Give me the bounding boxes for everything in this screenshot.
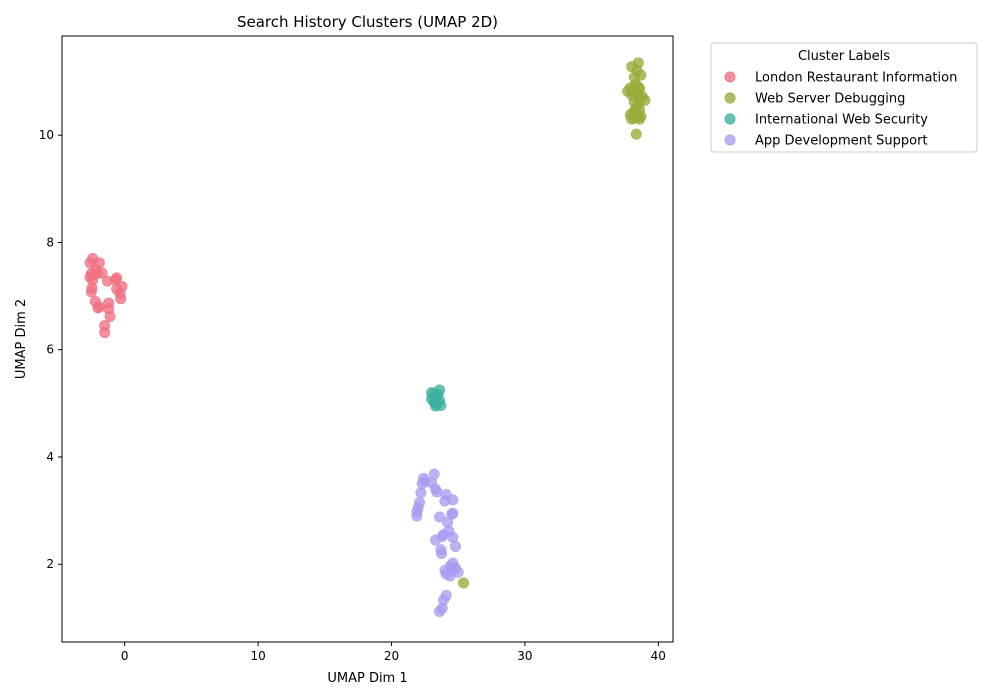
y-tick-label: 4 bbox=[46, 450, 54, 464]
legend-item: Web Server Debugging bbox=[724, 92, 905, 107]
legend-item: International Web Security bbox=[724, 113, 928, 128]
x-tick-label: 40 bbox=[651, 649, 666, 663]
plot-points bbox=[84, 57, 651, 617]
data-point bbox=[434, 605, 446, 617]
data-point bbox=[439, 495, 451, 507]
series-1 bbox=[84, 253, 128, 339]
legend-label: London Restaurant Information bbox=[755, 71, 957, 86]
data-point bbox=[450, 541, 462, 553]
data-point bbox=[444, 570, 456, 582]
y-axis: 2 4 6 8 10 bbox=[39, 128, 62, 571]
chart-title: Search History Clusters (UMAP 2D) bbox=[237, 13, 498, 31]
legend-marker bbox=[724, 134, 736, 146]
y-tick-label: 2 bbox=[46, 557, 54, 571]
data-point bbox=[115, 293, 127, 305]
data-point bbox=[416, 478, 428, 490]
y-tick-label: 10 bbox=[39, 128, 54, 142]
y-axis-label: UMAP Dim 2 bbox=[14, 299, 29, 379]
x-tick-label: 10 bbox=[250, 649, 265, 663]
data-point bbox=[430, 534, 442, 546]
data-point bbox=[630, 128, 642, 140]
x-tick-label: 30 bbox=[517, 649, 532, 663]
y-tick-label: 8 bbox=[46, 235, 54, 249]
legend: Cluster Labels London Restaurant Informa… bbox=[710, 42, 978, 153]
data-point bbox=[447, 531, 459, 543]
data-point bbox=[434, 511, 446, 523]
x-axis: 0 10 20 30 40 bbox=[121, 642, 666, 663]
data-point bbox=[101, 275, 113, 287]
data-point bbox=[430, 400, 442, 412]
data-point bbox=[458, 577, 470, 589]
x-axis-label: UMAP Dim 1 bbox=[327, 671, 407, 686]
legend-marker bbox=[724, 71, 736, 83]
legend-label: App Development Support bbox=[755, 134, 928, 149]
series-2 bbox=[458, 57, 651, 589]
data-point bbox=[415, 487, 427, 499]
legend-item: London Restaurant Information bbox=[724, 71, 957, 86]
legend-box bbox=[710, 42, 978, 153]
data-point bbox=[634, 113, 646, 125]
data-point bbox=[92, 302, 104, 314]
legend-title: Cluster Labels bbox=[798, 49, 890, 64]
data-point bbox=[431, 486, 443, 498]
data-point bbox=[436, 548, 448, 560]
legend-label: Web Server Debugging bbox=[755, 92, 905, 107]
legend-item: App Development Support bbox=[724, 134, 928, 149]
legend-marker bbox=[724, 113, 736, 125]
data-point bbox=[104, 310, 116, 322]
y-tick-label: 6 bbox=[46, 343, 54, 357]
legend-marker bbox=[724, 92, 736, 104]
data-point bbox=[99, 327, 111, 339]
data-point bbox=[85, 286, 97, 298]
legend-label: International Web Security bbox=[755, 113, 928, 128]
series-4 bbox=[411, 468, 464, 617]
x-tick-label: 0 bbox=[121, 649, 129, 663]
data-point bbox=[411, 510, 423, 522]
series-3 bbox=[426, 384, 447, 412]
legend-items: London Restaurant Information Web Server … bbox=[724, 71, 957, 149]
x-tick-label: 20 bbox=[384, 649, 399, 663]
plot-frame bbox=[61, 35, 674, 643]
